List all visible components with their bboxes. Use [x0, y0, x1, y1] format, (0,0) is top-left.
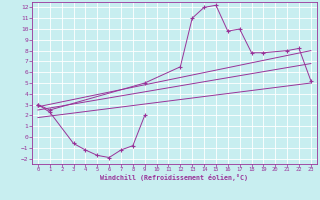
- X-axis label: Windchill (Refroidissement éolien,°C): Windchill (Refroidissement éolien,°C): [100, 174, 248, 181]
